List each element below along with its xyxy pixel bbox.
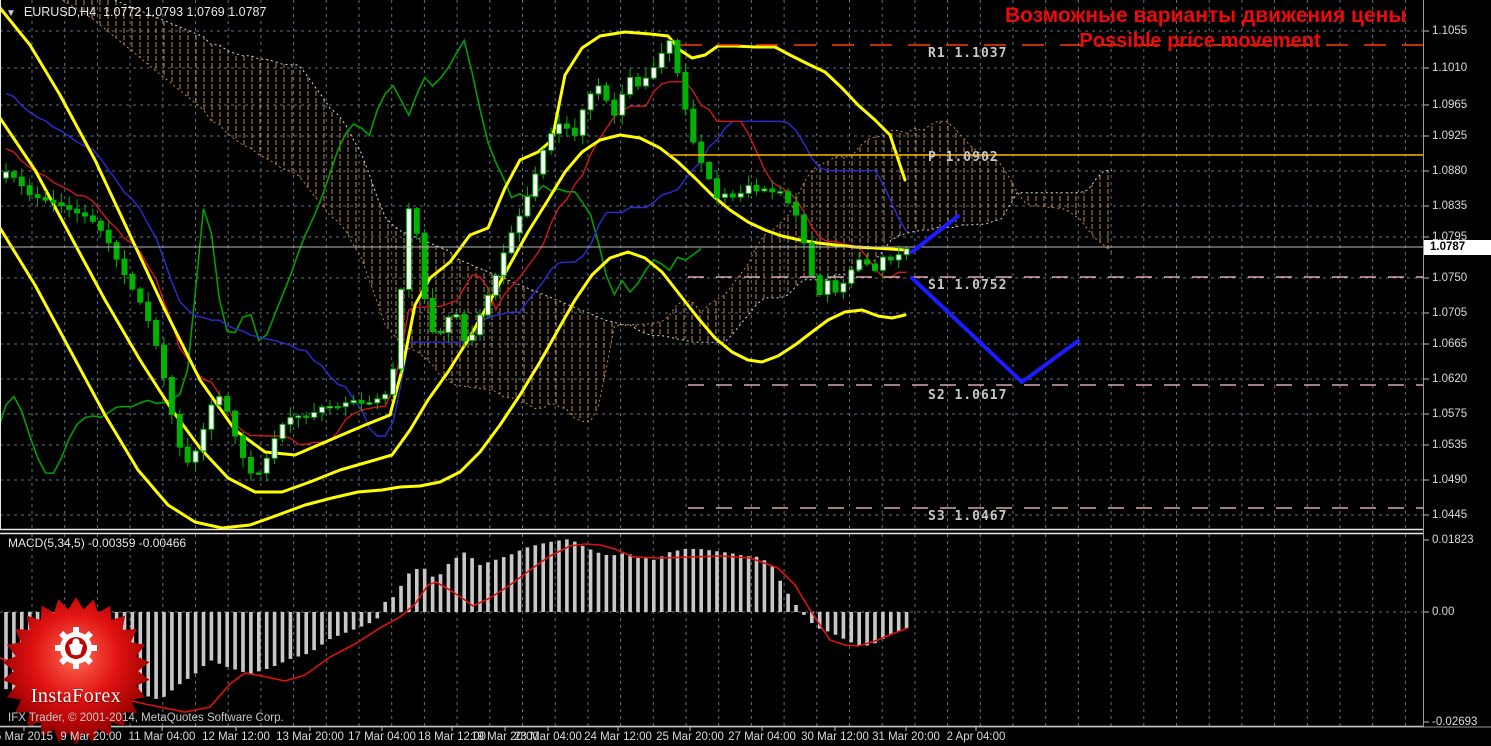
time-axis-label: 17 Mar 04:00: [348, 731, 416, 743]
price-axis-label: 1.1010: [1432, 62, 1468, 74]
price-axis-label: 1.0575: [1432, 408, 1468, 420]
time-axis-label: 11 Mar 04:00: [128, 731, 196, 743]
instaforex-logo-text: InstaForex: [30, 685, 122, 707]
price-axis-label: 1.0535: [1432, 439, 1468, 451]
time-axis-label: 27 Mar 04:00: [728, 731, 796, 743]
time-axis-label: 25 Mar 20:00: [656, 731, 724, 743]
gear-icon: [55, 627, 97, 669]
symbol-label: EURUSD,H4: [23, 5, 97, 19]
price-axis-label: 1.0665: [1432, 338, 1468, 350]
annotation-ru: Возможные варианты движения цены: [1005, 4, 1407, 27]
time-axis-label: 19 Mar 20:00: [471, 731, 539, 743]
time-axis-label: 2 Apr 04:00: [946, 731, 1006, 743]
current-price-badge: 1.0787: [1424, 240, 1491, 255]
price-axis-label: 1.0620: [1432, 373, 1468, 385]
price-axis-label: 1.0835: [1432, 200, 1468, 212]
time-axis-label: 30 Mar 12:00: [801, 731, 869, 743]
time-axis-label: 31 Mar 20:00: [872, 731, 940, 743]
time-axis-label: 23 Mar 04:00: [514, 731, 582, 743]
time-axis-label: 18 Mar 12:00: [418, 731, 486, 743]
price-axis-label: 1.0750: [1432, 272, 1468, 284]
time-axis-label: 13 Mar 20:00: [276, 731, 344, 743]
price-axis-label: -0.02693: [1432, 716, 1478, 728]
pivot-level-label: P 1.0902: [928, 150, 999, 165]
annotation-en: Possible price movement: [1079, 30, 1321, 52]
pivot-level-label: R1 1.1037: [928, 46, 1008, 61]
instaforex-logo: [2, 597, 150, 745]
time-axis-label: 9 Mar 20:00: [60, 731, 122, 743]
price-axis-label: 1.0880: [1432, 165, 1468, 177]
pivot-level-label: S2 1.0617: [928, 388, 1008, 403]
price-axis-label: 0.01823: [1432, 534, 1474, 546]
symbol-dropdown-icon[interactable]: ▼: [6, 8, 16, 19]
price-axis-label: 1.0445: [1432, 509, 1468, 521]
time-axis-label: 24 Mar 12:00: [584, 731, 652, 743]
price-axis-label: 1.1055: [1432, 25, 1468, 37]
pivot-level-label: S3 1.0467: [928, 509, 1008, 524]
price-axis-label: 1.0925: [1432, 130, 1468, 142]
price-axis-label: 1.0705: [1432, 307, 1468, 319]
copyright-text: IFX Trader, © 2001-2014, MetaQuotes Soft…: [8, 712, 284, 724]
time-axis-label: 12 Mar 12:00: [202, 731, 270, 743]
macd-indicator-label: MACD(5,34,5) -0.00359 -0.00466: [8, 536, 187, 550]
price-axis-label: 1.0965: [1432, 99, 1468, 111]
ohlc-values: 1.0772 1.0793 1.0769 1.0787: [103, 5, 267, 19]
pivot-level-label: S1 1.0752: [928, 278, 1008, 293]
time-axis-label: 6 Mar 2015: [0, 731, 54, 743]
chart-title: ▼ EURUSD,H4 1.0772 1.0793 1.0769 1.0787: [6, 5, 266, 19]
price-axis-label: 1.0490: [1432, 474, 1468, 486]
price-axis-label: 0.00: [1432, 606, 1455, 618]
